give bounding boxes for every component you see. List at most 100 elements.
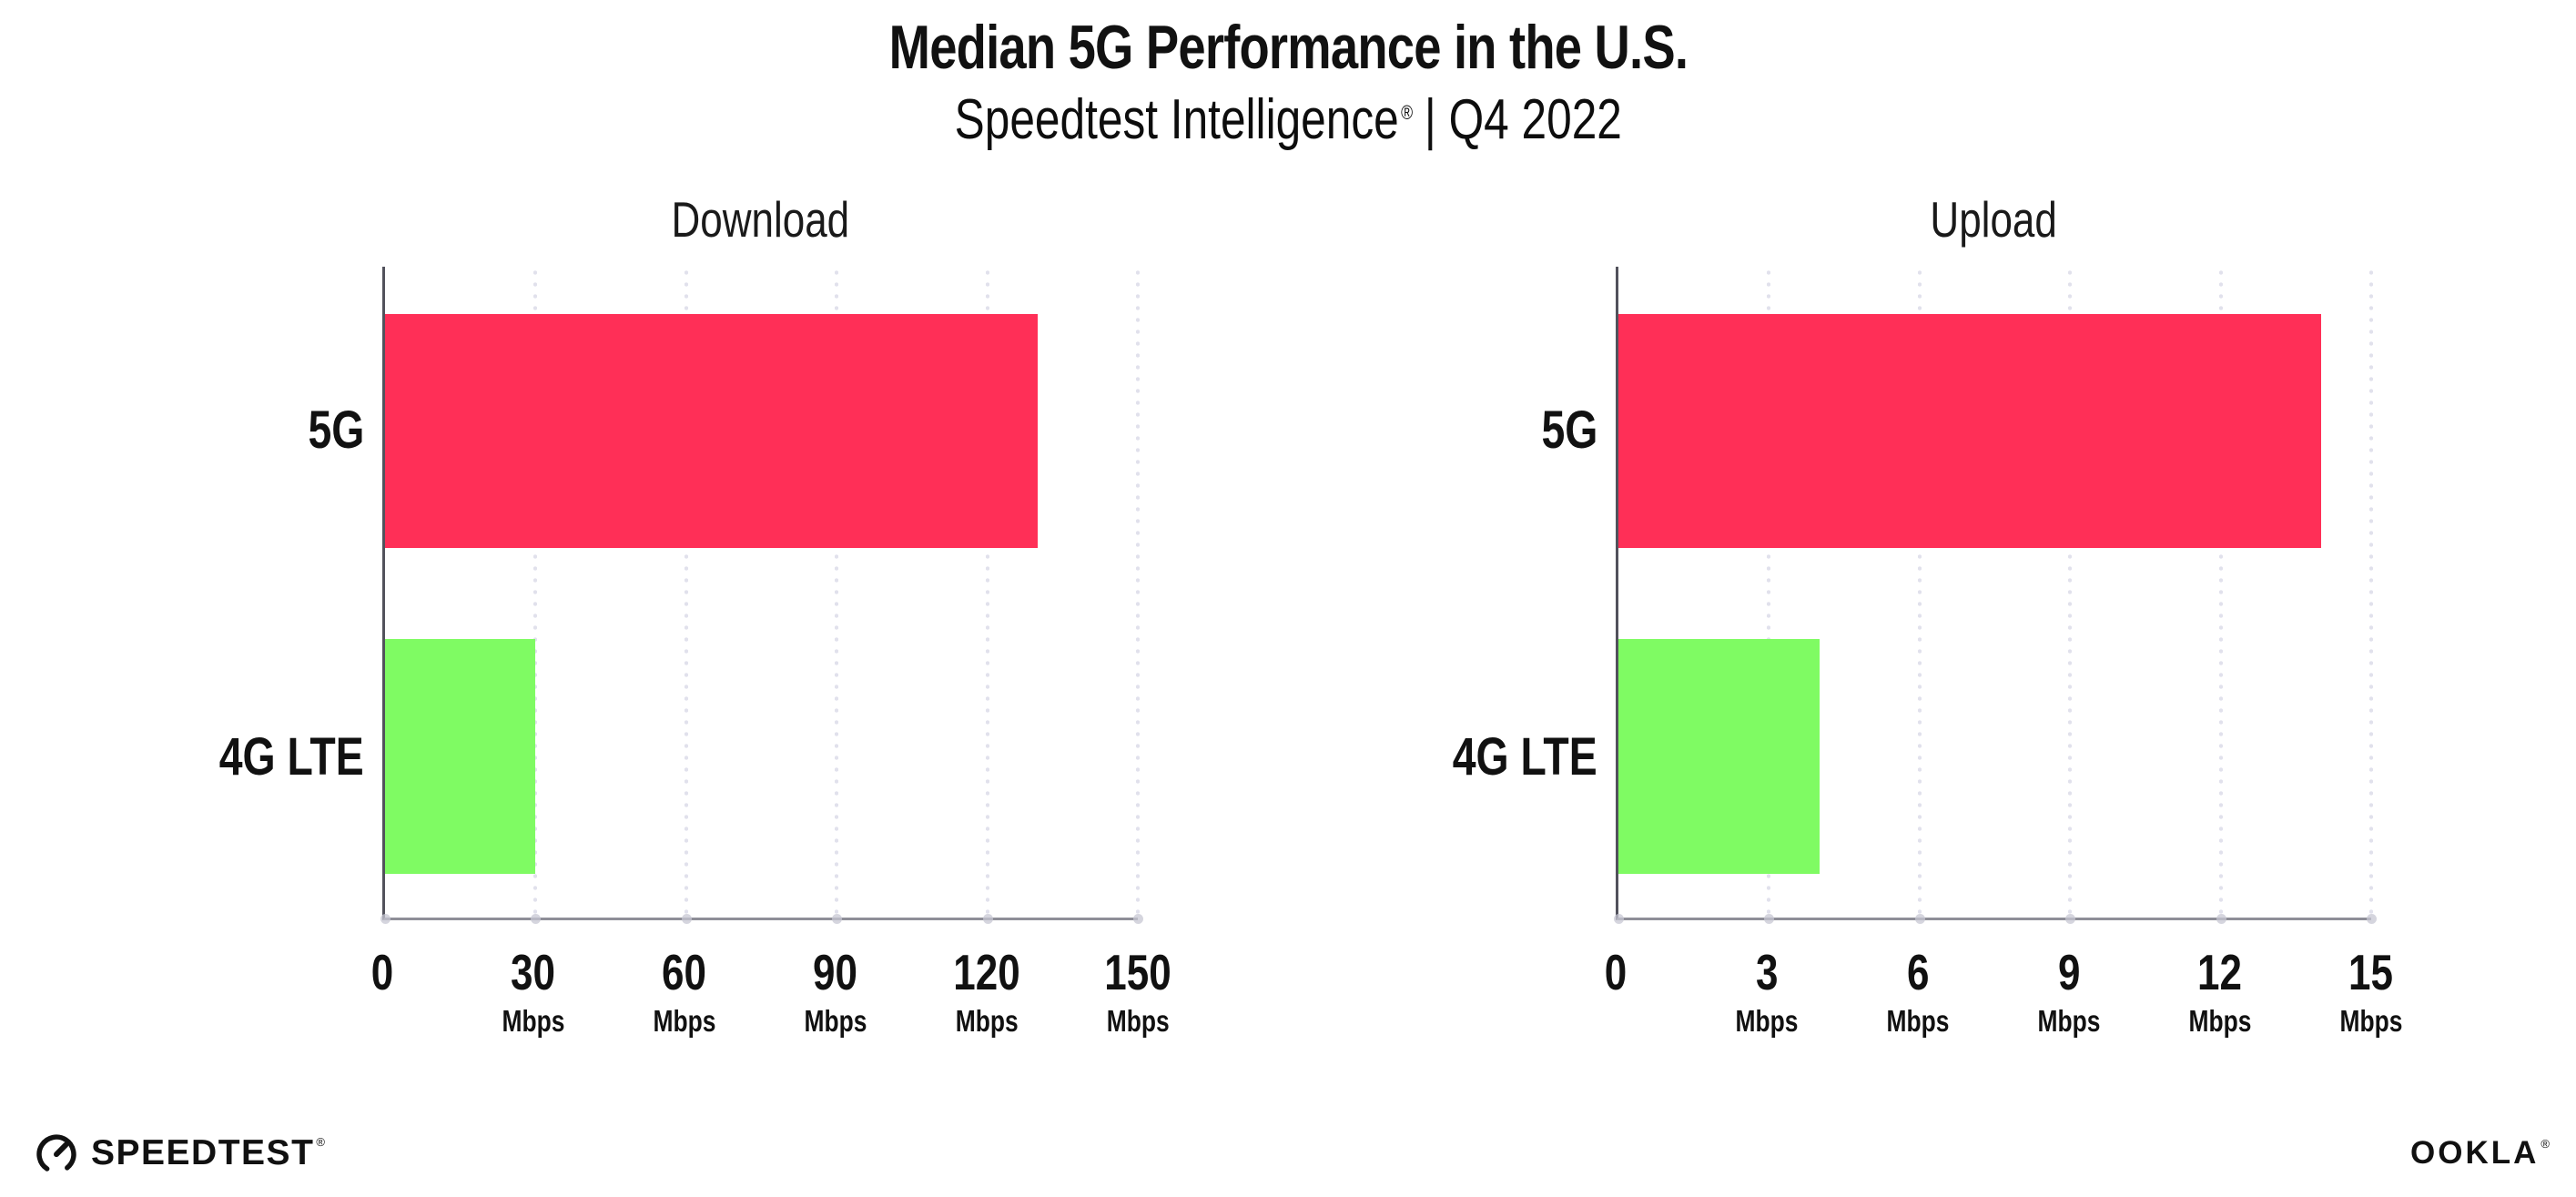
axis-tick-dot-0 bbox=[1614, 914, 1624, 925]
axis-tick-label-120: 120 Mbps bbox=[945, 948, 1029, 1037]
tick-value: 3 bbox=[1755, 944, 1779, 1001]
registered-trademark-mark: ® bbox=[1400, 100, 1413, 124]
speedtest-wordmark-text: SPEEDTEST bbox=[91, 1133, 315, 1172]
gridline-150 bbox=[1136, 267, 1140, 918]
plot-area bbox=[380, 267, 1143, 925]
tick-unit: Mbps bbox=[2181, 1006, 2259, 1036]
axis-tick-dot-0 bbox=[380, 914, 390, 925]
tick-number: 120 bbox=[945, 948, 1029, 998]
x-axis-ticks: 0 3 Mbps 6 Mbps 9 Mbps 12 Mbps 15 Mbps bbox=[1605, 920, 2403, 1057]
axis-tick-dot-3 bbox=[1764, 914, 1775, 925]
tick-value: 30 bbox=[511, 944, 556, 1001]
tick-unit: Mbps bbox=[494, 1006, 573, 1036]
subtitle-brand: Speedtest Intelligence bbox=[954, 88, 1399, 152]
upload-chart: Upload 5G 4G LTE 0 3 Mbps 6 Mbps 9 Mbps 12 Mbps 1… bbox=[1379, 190, 2403, 1057]
axis-tick-dot-12 bbox=[2216, 914, 2226, 925]
charts-row: Download 5G 4G LTE 0 30 Mbps 60 Mbps 90 Mbps 12… bbox=[0, 190, 2576, 1057]
tick-unit: Mbps bbox=[945, 1006, 1029, 1036]
tick-unit: Mbps bbox=[645, 1006, 724, 1036]
upload-chart-body: 5G 4G LTE 0 3 Mbps 6 Mbps 9 Mbps 12 Mbps 15 Mbps bbox=[1379, 267, 2403, 1057]
gridline-3 bbox=[1767, 267, 1771, 918]
gridline-15 bbox=[2369, 267, 2373, 918]
speedtest-registered-mark: ® bbox=[316, 1135, 327, 1149]
tick-unit: Mbps bbox=[2332, 1006, 2410, 1036]
tick-unit-text: Mbps bbox=[804, 1004, 867, 1039]
axis-tick-label-15: 15 Mbps bbox=[2332, 948, 2410, 1037]
speedtest-gauge-icon bbox=[36, 1134, 76, 1174]
ookla-logo: OOKLA ® bbox=[2410, 1135, 2551, 1172]
chart-heading: Upload bbox=[1930, 191, 2057, 249]
tick-unit-text: Mbps bbox=[2188, 1004, 2252, 1039]
axis-tick-dot-150 bbox=[1133, 914, 1143, 925]
tick-number: 0 bbox=[369, 948, 397, 998]
page-subtitle: Speedtest Intelligence ® | Q4 2022 bbox=[0, 87, 2576, 152]
axis-tick-label-12: 12 Mbps bbox=[2181, 948, 2259, 1037]
gridline-90 bbox=[835, 267, 839, 918]
tick-number: 15 bbox=[2332, 948, 2410, 998]
gridline-30 bbox=[533, 267, 538, 918]
gridline-6 bbox=[1917, 267, 1922, 918]
tick-unit-text: Mbps bbox=[955, 1004, 1019, 1039]
tick-unit-text: Mbps bbox=[1886, 1004, 1950, 1039]
category-cell-4g-lte: 4G LTE bbox=[1379, 593, 1616, 920]
bar-5g bbox=[1618, 313, 2321, 549]
tick-unit: Mbps bbox=[796, 1006, 875, 1036]
axis-tick-dot-90 bbox=[832, 914, 843, 925]
speedtest-wordmark: SPEEDTEST ® bbox=[91, 1133, 327, 1173]
axis-tick-label-30: 30 Mbps bbox=[494, 944, 573, 1037]
tick-unit: Mbps bbox=[1728, 1006, 1806, 1036]
tick-value: 120 bbox=[953, 944, 1020, 1001]
tick-unit-text: Mbps bbox=[1106, 1004, 1170, 1039]
tick-number: 9 bbox=[2030, 948, 2108, 998]
category-label-4g-lte: 4G LTE bbox=[219, 727, 364, 787]
axis-tick-label-0: 0 bbox=[369, 948, 397, 998]
ookla-wordmark-text: OOKLA bbox=[2410, 1135, 2540, 1171]
subtitle-period: | Q4 2022 bbox=[1424, 88, 1622, 152]
axis-tick-dot-120 bbox=[982, 914, 993, 925]
axis-tick-label-0: 0 bbox=[1602, 948, 1630, 998]
axis-tick-dot-9 bbox=[2065, 914, 2076, 925]
category-labels: 5G 4G LTE bbox=[1379, 267, 1616, 920]
download-chart-body: 5G 4G LTE 0 30 Mbps 60 Mbps 90 Mbps 120 Mbps 150 M… bbox=[146, 267, 1171, 1057]
axis-tick-dot-30 bbox=[531, 914, 542, 925]
download-heading-row: Download bbox=[382, 190, 1138, 259]
plot-wrap: 0 3 Mbps 6 Mbps 9 Mbps 12 Mbps 15 Mbps bbox=[1605, 267, 2403, 1057]
tick-unit: Mbps bbox=[1096, 1006, 1180, 1036]
axis-tick-dot-60 bbox=[681, 914, 692, 925]
gridline-60 bbox=[684, 267, 688, 918]
bar-5g bbox=[385, 313, 1038, 549]
tick-number: 12 bbox=[2181, 948, 2259, 998]
category-cell-5g: 5G bbox=[1379, 267, 1616, 593]
chart-heading: Download bbox=[671, 191, 849, 249]
tick-value: 90 bbox=[813, 944, 858, 1001]
tick-unit: Mbps bbox=[1879, 1006, 1957, 1036]
axis-tick-label-9: 9 Mbps bbox=[2030, 948, 2108, 1037]
tick-value: 0 bbox=[370, 944, 394, 1001]
tick-value: 60 bbox=[662, 944, 707, 1001]
upload-heading-row: Upload bbox=[1616, 190, 2371, 259]
tick-unit-text: Mbps bbox=[2037, 1004, 2101, 1039]
tick-value: 6 bbox=[1906, 944, 1930, 1001]
axis-tick-label-3: 3 Mbps bbox=[1728, 944, 1806, 1037]
tick-unit-text: Mbps bbox=[653, 1004, 716, 1039]
axis-tick-dot-15 bbox=[2367, 914, 2377, 925]
tick-value: 150 bbox=[1104, 944, 1171, 1001]
tick-unit-text: Mbps bbox=[502, 1004, 565, 1039]
tick-number: 90 bbox=[796, 948, 875, 998]
category-label-5g: 5G bbox=[1541, 401, 1597, 461]
gridline-9 bbox=[2068, 267, 2073, 918]
bar-4g-lte bbox=[1618, 639, 1820, 874]
tick-value: 0 bbox=[1604, 944, 1628, 1001]
bar-4g-lte bbox=[385, 639, 536, 874]
ookla-wordmark: OOKLA ® bbox=[2410, 1135, 2551, 1171]
tick-unit: Mbps bbox=[2030, 1006, 2108, 1036]
tick-unit-text: Mbps bbox=[1735, 1004, 1799, 1039]
page-title: Median 5G Performance in the U.S. bbox=[0, 13, 2576, 82]
chart-header: Median 5G Performance in the U.S. Speedt… bbox=[0, 0, 2576, 152]
tick-value: 9 bbox=[2057, 944, 2081, 1001]
page-title-text: Median 5G Performance in the U.S. bbox=[888, 13, 1688, 82]
axis-tick-label-90: 90 Mbps bbox=[796, 948, 875, 1037]
tick-number: 60 bbox=[645, 948, 724, 998]
category-cell-4g-lte: 4G LTE bbox=[146, 593, 382, 920]
